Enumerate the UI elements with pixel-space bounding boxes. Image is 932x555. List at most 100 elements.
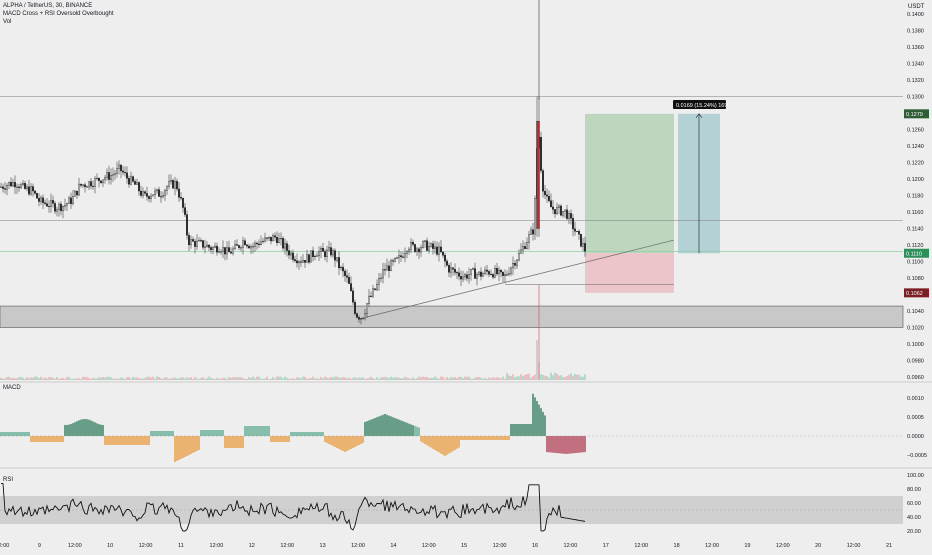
macd-bar <box>82 419 84 436</box>
macd-bar <box>444 436 446 456</box>
volume-bar <box>82 376 84 380</box>
macd-pane-label[interactable]: MACD <box>3 385 21 391</box>
candle-body <box>318 251 320 257</box>
rsi-pane-label[interactable]: RSI <box>3 477 14 483</box>
macd-bar <box>290 432 292 436</box>
candle-body <box>348 276 350 284</box>
candle-body <box>350 283 352 292</box>
volume-bar <box>476 377 478 380</box>
macd-tick-label: 0.0005 <box>907 415 924 421</box>
volume-bar <box>426 377 428 380</box>
macd-bar <box>50 436 52 442</box>
macd-bar <box>24 432 26 436</box>
candle-body <box>244 240 246 246</box>
macd-bar <box>530 424 532 436</box>
volume-bar <box>28 378 30 380</box>
volume-bar <box>68 377 70 380</box>
volume-bar <box>140 378 142 380</box>
macd-bar <box>270 436 272 442</box>
candle-body <box>288 250 290 256</box>
time-tick-label: 12:00 <box>847 543 861 549</box>
macd-bar <box>138 436 140 445</box>
candle-body <box>224 247 226 255</box>
indicator-title[interactable]: MACD Cross + RSI Oversold Overbought <box>3 11 114 17</box>
volume-bar <box>98 377 100 380</box>
candle-body <box>344 270 346 276</box>
candle-body <box>150 195 152 199</box>
macd-bar <box>312 432 314 436</box>
macd-bar <box>202 430 204 436</box>
candle-body <box>280 238 282 240</box>
candle-body <box>392 260 394 262</box>
volume-bar <box>158 377 160 380</box>
candle-body <box>312 250 314 257</box>
volume-bar <box>382 377 384 380</box>
candle-body <box>582 243 584 247</box>
stop-zone <box>585 253 674 293</box>
volume-bar <box>8 376 10 380</box>
volume-bar <box>26 377 28 380</box>
candle-body <box>98 177 100 182</box>
symbol-title[interactable]: ALPHA / TetherUS, 30, BINANCE <box>3 3 93 9</box>
candle-body <box>462 276 464 280</box>
candle-body <box>290 252 292 256</box>
volume-bar <box>2 378 4 380</box>
macd-bar <box>190 436 192 454</box>
candle-body <box>254 242 256 247</box>
macd-bar <box>300 432 302 436</box>
price-tick-label: 0.1240 <box>907 144 924 150</box>
volume-bar <box>182 377 184 380</box>
price-label-bg <box>904 248 929 258</box>
volume-bar <box>106 377 108 380</box>
macd-bar <box>206 430 208 436</box>
volume-bar <box>278 376 280 380</box>
candle-body <box>570 213 572 219</box>
candle-body <box>386 265 388 271</box>
macd-bar <box>132 436 134 445</box>
candle-body <box>514 263 516 266</box>
volume-bar <box>214 378 216 380</box>
volume-bar <box>192 378 194 380</box>
price-tick-label: 0.1320 <box>907 78 924 84</box>
candle-body <box>264 237 266 242</box>
macd-bar <box>322 432 324 436</box>
macd-bar <box>502 436 504 440</box>
candle-body <box>102 179 104 183</box>
macd-bar <box>458 436 460 448</box>
candle-body <box>230 251 232 254</box>
macd-bar <box>58 436 60 442</box>
volume-bar <box>216 377 218 380</box>
candle-body <box>324 251 326 257</box>
candle-body <box>116 168 118 174</box>
candle-body <box>222 247 224 252</box>
candle-body <box>542 170 544 192</box>
rsi-band <box>0 496 903 524</box>
volume-bar <box>316 378 318 380</box>
macd-bar <box>124 436 126 445</box>
volume-bar <box>78 378 80 380</box>
macd-bar <box>288 436 290 442</box>
macd-bar <box>84 419 86 436</box>
macd-bar <box>4 432 6 436</box>
volume-bar <box>380 377 382 380</box>
volume-bar <box>266 376 268 380</box>
candle-body <box>42 197 44 203</box>
macd-bar <box>14 432 16 436</box>
volume-bar <box>204 378 206 380</box>
candle-body <box>506 274 508 276</box>
macd-bar <box>110 436 112 445</box>
volume-bar <box>554 372 556 380</box>
macd-bar <box>554 436 556 453</box>
profit-zone <box>585 113 674 254</box>
macd-bar <box>492 436 494 440</box>
volume-bar <box>450 377 452 380</box>
macd-tick-label: 0.0000 <box>907 434 924 440</box>
candle-body <box>368 295 370 304</box>
macd-bar <box>390 416 392 436</box>
macd-bar <box>452 436 454 452</box>
volume-bar <box>122 377 124 380</box>
candle-body <box>472 268 474 270</box>
volume-title[interactable]: Vol <box>3 19 12 25</box>
